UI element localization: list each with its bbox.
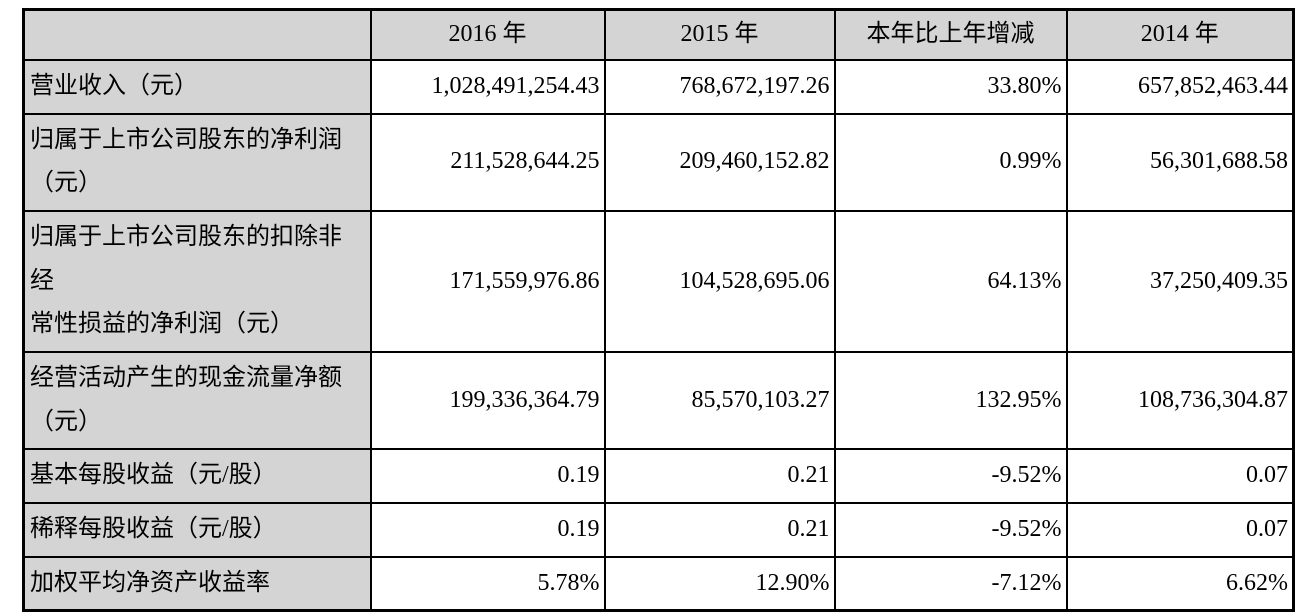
table-row-net-profit-attributable: 归属于上市公司股东的净利润 （元） 211,528,644.25 209,460… (22, 112, 1295, 212)
cell-2014: 0.07 (1065, 501, 1295, 558)
table-row-operating-revenue: 营业收入（元） 1,028,491,254.43 768,672,197.26 … (22, 58, 1295, 115)
table-row-diluted-eps: 稀释每股收益（元/股） 0.19 0.21 -9.52% 0.07 (22, 501, 1295, 558)
row-label: 经营活动产生的现金流量净额 （元） (22, 350, 372, 451)
cell-yoy-change: 33.80% (833, 58, 1068, 115)
cell-2016: 1,028,491,254.43 (369, 58, 606, 115)
cell-2015: 104,528,695.06 (603, 209, 836, 353)
cell-2016: 5.78% (369, 555, 606, 612)
column-header-2015: 2015 年 (603, 8, 836, 61)
column-header-yoy-change: 本年比上年增减 (833, 8, 1068, 61)
cell-2016: 199,336,364.79 (369, 350, 606, 451)
row-label: 加权平均净资产收益率 (22, 555, 372, 612)
cell-2014: 0.07 (1065, 448, 1295, 504)
cell-2014: 37,250,409.35 (1065, 209, 1295, 353)
cell-2015: 12.90% (603, 555, 836, 612)
cell-2015: 0.21 (603, 501, 836, 558)
cell-2016: 0.19 (369, 501, 606, 558)
cell-2015: 85,570,103.27 (603, 350, 836, 451)
cell-2014: 657,852,463.44 (1065, 58, 1295, 115)
cell-2014: 56,301,688.58 (1065, 112, 1295, 212)
row-label: 稀释每股收益（元/股） (22, 501, 372, 558)
cell-yoy-change: 0.99% (833, 112, 1068, 212)
cell-2014: 6.62% (1065, 555, 1295, 612)
corner-cell (22, 8, 372, 61)
cell-yoy-change: -9.52% (833, 501, 1068, 558)
row-label: 营业收入（元） (22, 58, 372, 115)
row-label: 归属于上市公司股东的扣除非经 常性损益的净利润（元） (22, 209, 372, 353)
cell-yoy-change: 132.95% (833, 350, 1068, 451)
column-header-2016: 2016 年 (369, 8, 606, 61)
column-header-2014: 2014 年 (1065, 8, 1295, 61)
cell-2015: 0.21 (603, 448, 836, 504)
cell-yoy-change: 64.13% (833, 209, 1068, 353)
cell-2016: 171,559,976.86 (369, 209, 606, 353)
cell-2014: 108,736,304.87 (1065, 350, 1295, 451)
row-label: 基本每股收益（元/股） (22, 448, 372, 504)
table-row-basic-eps: 基本每股收益（元/股） 0.19 0.21 -9.52% 0.07 (22, 448, 1295, 504)
cell-yoy-change: -7.12% (833, 555, 1068, 612)
cell-2016: 211,528,644.25 (369, 112, 606, 212)
row-label: 归属于上市公司股东的净利润 （元） (22, 112, 372, 212)
cell-2016: 0.19 (369, 448, 606, 504)
cell-2015: 768,672,197.26 (603, 58, 836, 115)
table-row-net-profit-excl-nonrecurring: 归属于上市公司股东的扣除非经 常性损益的净利润（元） 171,559,976.8… (22, 209, 1295, 353)
cell-2015: 209,460,152.82 (603, 112, 836, 212)
cell-yoy-change: -9.52% (833, 448, 1068, 504)
financial-summary-table: 2016 年 2015 年 本年比上年增减 2014 年 营业收入（元） 1,0… (22, 8, 1295, 612)
table-row-operating-cash-flow: 经营活动产生的现金流量净额 （元） 199,336,364.79 85,570,… (22, 350, 1295, 451)
table-row-weighted-avg-roe: 加权平均净资产收益率 5.78% 12.90% -7.12% 6.62% (22, 555, 1295, 612)
header-row: 2016 年 2015 年 本年比上年增减 2014 年 (22, 8, 1295, 61)
